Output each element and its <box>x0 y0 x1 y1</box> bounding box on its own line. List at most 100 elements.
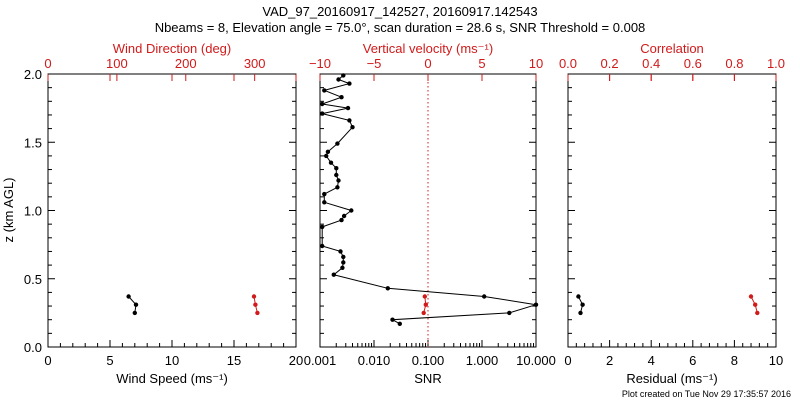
x-axis-label: Residual (ms⁻¹) <box>626 371 717 386</box>
x-tick-label: 10 <box>165 353 179 368</box>
data-point <box>347 118 352 123</box>
y-tick-label: 1.0 <box>24 204 42 219</box>
top-tick-label: 200 <box>175 56 197 71</box>
top-tick-label: 300 <box>244 56 266 71</box>
data-point <box>320 111 325 116</box>
data-point <box>335 185 340 190</box>
series-black <box>126 294 139 316</box>
top-tick-label: 0.4 <box>642 56 660 71</box>
data-point <box>421 310 426 316</box>
data-point <box>340 265 345 270</box>
data-point <box>347 81 352 86</box>
data-point <box>507 310 512 316</box>
data-point <box>350 125 355 130</box>
x-tick-label: 8 <box>731 353 738 368</box>
y-axis-label: z (km AGL) <box>1 177 16 242</box>
top-tick-label: −10 <box>309 56 331 71</box>
data-point <box>339 217 344 223</box>
x-tick-label: 0.001 <box>304 353 337 368</box>
data-point <box>578 310 583 316</box>
data-point <box>320 224 325 230</box>
x-tick-label: 15 <box>227 353 241 368</box>
data-point <box>482 294 487 299</box>
x-tick-label: 2 <box>606 353 613 368</box>
panel-residual: 0 2 4 6 8 10 0.0 0.2 0.4 0.6 0.8 1.0 Residual (ms⁻¹)… <box>559 41 785 386</box>
top-tick-label: 10 <box>529 56 543 71</box>
top-tick-label: 100 <box>106 56 128 71</box>
data-point <box>755 310 760 316</box>
x-tick-label: 1.000 <box>466 353 499 368</box>
figure-title: VAD_97_20160917_142527, 20160917.142543 <box>262 4 537 19</box>
data-point <box>580 302 585 307</box>
x-tick-label: 10 <box>769 353 783 368</box>
top-tick-label: 1.0 <box>767 56 785 71</box>
y-tick-label: 1.5 <box>24 135 42 150</box>
data-point <box>390 317 395 322</box>
top-tick-label: 0.6 <box>684 56 702 71</box>
data-point <box>345 105 351 111</box>
data-point <box>338 249 343 254</box>
data-point <box>132 310 137 316</box>
x-tick-label: 5 <box>106 353 113 368</box>
data-point <box>331 272 336 277</box>
data-point <box>349 208 354 213</box>
series-red <box>421 294 428 316</box>
data-point <box>753 302 758 307</box>
y-tick-label: 2.0 <box>24 67 42 82</box>
data-point <box>422 294 427 299</box>
data-point <box>324 153 329 159</box>
y-tick-label: 0.5 <box>24 272 42 287</box>
data-point <box>339 95 344 100</box>
top-axis-label: Vertical velocity (ms⁻¹) <box>363 41 493 56</box>
series-black <box>320 73 539 326</box>
x-axis-label: Wind Speed (ms⁻¹) <box>116 371 228 386</box>
data-point <box>336 77 341 82</box>
top-tick-label: −5 <box>367 56 382 71</box>
x-tick-label: 4 <box>648 353 655 368</box>
series-red <box>748 294 760 316</box>
figure-subtitle: Nbeams = 8, Elevation angle = 75.0°, sca… <box>155 20 646 35</box>
data-point <box>397 321 402 326</box>
data-point <box>533 302 539 307</box>
data-point <box>748 294 754 299</box>
top-tick-label: 5 <box>478 56 485 71</box>
data-point <box>320 243 325 249</box>
x-tick-label: 10.000 <box>516 353 556 368</box>
data-point <box>385 286 390 291</box>
data-point <box>328 160 334 165</box>
data-point <box>576 294 581 299</box>
data-point <box>423 302 428 307</box>
y-tick-label: 0.0 <box>24 340 42 355</box>
data-point <box>341 260 346 265</box>
data-point <box>322 200 327 205</box>
top-axis-label: Correlation <box>640 41 704 56</box>
data-point <box>255 310 260 316</box>
data-point <box>325 149 331 154</box>
data-point <box>336 178 341 183</box>
panel-snr: 0.001 0.010 0.100 1.000 10.000 −10 −5 0 5 10 SNR Ve… <box>304 41 556 386</box>
x-tick-label: 0 <box>564 353 571 368</box>
x-tick-label: 20 <box>289 353 303 368</box>
data-point <box>126 294 131 299</box>
x-tick-label: 0.100 <box>412 353 445 368</box>
top-axis-label: Wind Direction (deg) <box>113 41 232 56</box>
x-tick-label: 6 <box>689 353 696 368</box>
plot-frame <box>567 73 777 348</box>
top-tick-label: 0 <box>44 56 51 71</box>
footer-timestamp: Plot created on Tue Nov 29 17:35:57 2016 <box>622 389 791 399</box>
x-tick-label: 0.010 <box>358 353 391 368</box>
x-tick-label: 0 <box>44 353 51 368</box>
data-point <box>341 213 347 219</box>
data-point <box>341 73 346 78</box>
series-line <box>321 75 537 325</box>
series-black <box>576 294 585 316</box>
top-tick-label: 0.2 <box>601 56 619 71</box>
data-point <box>251 294 257 299</box>
data-point <box>322 88 327 93</box>
top-tick-label: 0 <box>424 56 431 71</box>
data-point <box>322 191 327 197</box>
data-point <box>253 302 258 307</box>
data-point <box>133 302 139 307</box>
data-point <box>320 101 325 107</box>
